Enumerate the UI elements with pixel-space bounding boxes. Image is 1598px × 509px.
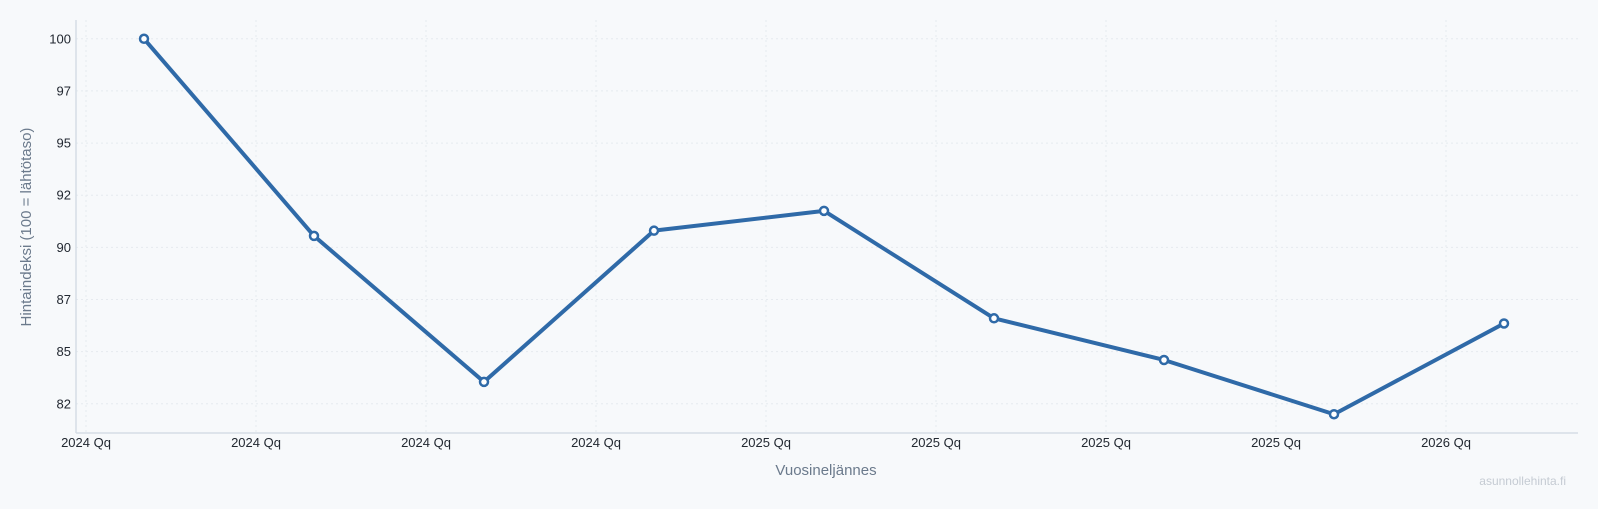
- y-axis-title: Hintaindeksi (100 = lähtötaso): [18, 128, 35, 327]
- data-point: [138, 33, 150, 45]
- y-tick-label: 82: [57, 396, 71, 411]
- y-tick-label: 92: [57, 188, 71, 203]
- y-tick-label: 90: [57, 240, 71, 255]
- watermark-text: asunnollehinta.fi: [1479, 474, 1566, 488]
- x-tick-label: 2025 Qq: [1251, 435, 1301, 450]
- data-point: [1498, 318, 1510, 329]
- x-tick-label: 2025 Qq: [1081, 435, 1131, 450]
- grid-layer: [76, 20, 1578, 433]
- x-tick-label: 2024 Qq: [61, 435, 111, 450]
- data-point: [478, 376, 490, 388]
- x-tick-label: 2024 Qq: [571, 435, 621, 450]
- y-tick-label: 85: [57, 344, 71, 359]
- y-tick-label: 100: [49, 31, 71, 46]
- axis-layer: [75, 20, 1578, 434]
- x-tick-label: 2025 Qq: [911, 435, 961, 450]
- data-point: [988, 313, 1000, 324]
- data-point: [1328, 408, 1340, 420]
- y-tick-label: 95: [57, 136, 71, 151]
- x-axis-title: Vuosineljännes: [775, 462, 876, 479]
- data-point: [1158, 354, 1170, 366]
- y-tick-label: 97: [57, 83, 71, 98]
- x-tick-label: 2024 Qq: [401, 435, 451, 450]
- data-point: [818, 205, 830, 217]
- tick-layer: 82 85 87 90 92 95 97 100 2024 Qq 2024 Qq 2024 Qq 20…: [49, 31, 1471, 450]
- data-point: [308, 230, 320, 242]
- y-tick-label: 87: [57, 292, 71, 307]
- x-tick-label: 2026 Qq: [1421, 435, 1471, 450]
- x-tick-label: 2025 Qq: [741, 435, 791, 450]
- x-tick-label: 2024 Qq: [231, 435, 281, 450]
- data-point: [648, 225, 660, 236]
- series-layer: [138, 33, 1510, 420]
- series-line: [142, 36, 1506, 417]
